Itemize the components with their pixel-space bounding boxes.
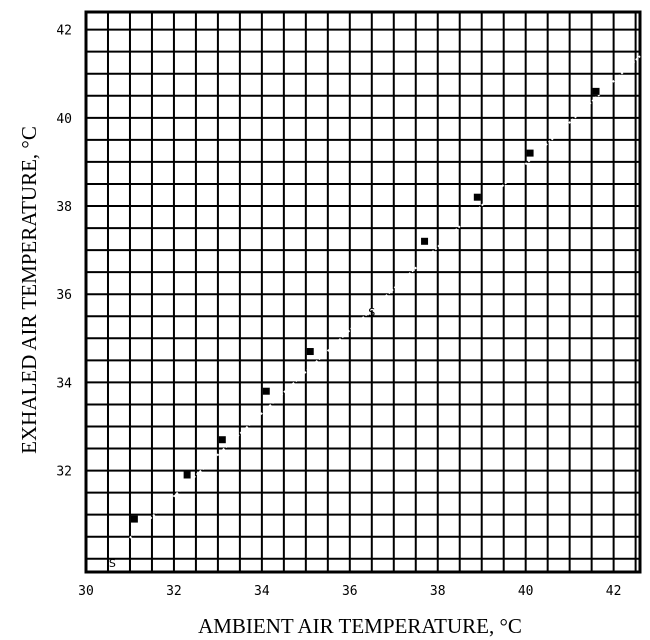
data-point [218, 436, 226, 444]
trend-line [111, 55, 641, 556]
x-tick-label: 30 [78, 584, 94, 599]
x-axis-label: AMBIENT AIR TEMPERATURE, °C [198, 614, 522, 638]
x-tick-label: 32 [166, 584, 182, 599]
annotation-label: S [368, 306, 375, 319]
x-tick-label: 34 [254, 584, 270, 599]
y-tick-label: 38 [56, 200, 72, 215]
data-points [130, 87, 600, 523]
y-tick-label: 34 [56, 376, 72, 391]
data-point [130, 515, 138, 523]
y-axis-label: EXHALED AIR TEMPERATURE, °C [17, 126, 41, 454]
x-tick-label: 42 [606, 584, 622, 599]
annotation-label: S [109, 557, 116, 570]
plot-frame [84, 10, 642, 574]
data-point [306, 348, 314, 356]
y-tick-label: 36 [56, 288, 72, 303]
x-tick-label: 40 [518, 584, 534, 599]
y-tick-label: 40 [56, 112, 72, 127]
data-point [473, 193, 481, 201]
data-point [592, 87, 600, 95]
data-point [421, 237, 429, 245]
data-point [183, 471, 191, 479]
y-tick-label: 32 [56, 465, 72, 480]
y-tick-label: 42 [56, 24, 72, 39]
annotations: SS [109, 306, 375, 570]
y-tick-labels: 32 34 36 38 40 42 [56, 24, 72, 480]
grid [85, 12, 640, 572]
x-tick-labels: 30 32 34 36 38 40 42 [78, 584, 621, 599]
data-point [262, 387, 270, 395]
data-point [526, 149, 534, 157]
x-tick-label: 36 [342, 584, 358, 599]
x-tick-label: 38 [430, 584, 446, 599]
